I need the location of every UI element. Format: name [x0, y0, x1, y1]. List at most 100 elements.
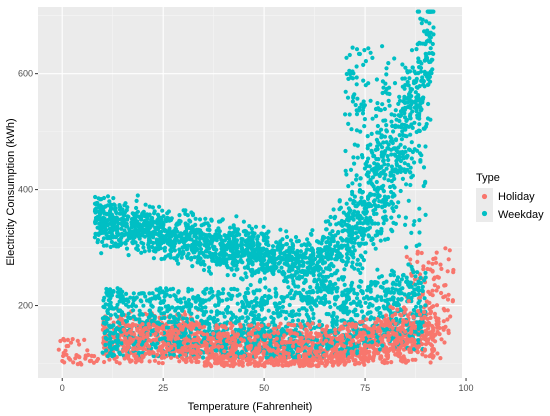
weekday-point — [265, 265, 270, 270]
weekday-point — [421, 82, 426, 87]
weekday-point — [94, 201, 99, 206]
weekday-point — [410, 65, 415, 70]
weekday-point — [402, 292, 407, 297]
weekday-point — [213, 251, 218, 256]
weekday-point — [376, 157, 381, 162]
weekday-point — [356, 267, 361, 272]
weekday-point — [221, 287, 226, 292]
weekday-point — [107, 332, 112, 337]
weekday-point — [296, 238, 301, 244]
weekday-point — [266, 308, 271, 313]
weekday-point — [382, 176, 387, 181]
weekday-point — [123, 302, 129, 307]
weekday-point — [350, 260, 355, 265]
weekday-point — [198, 247, 204, 252]
weekday-point — [124, 297, 130, 302]
weekday-point — [102, 330, 107, 336]
weekday-point — [172, 319, 177, 324]
weekday-point — [126, 315, 131, 320]
weekday-point — [419, 325, 424, 330]
weekday-point — [246, 290, 251, 296]
weekday-point — [375, 140, 380, 145]
weekday-point — [139, 299, 144, 304]
weekday-point — [415, 103, 420, 108]
weekday-point — [395, 275, 401, 280]
holiday-point — [68, 340, 74, 345]
weekday-point — [306, 269, 311, 274]
weekday-point — [426, 38, 431, 43]
weekday-point — [108, 300, 113, 305]
weekday-point — [244, 238, 249, 243]
weekday-point — [278, 227, 283, 232]
holiday-point — [192, 332, 197, 337]
weekday-point — [107, 230, 112, 235]
weekday-point — [401, 99, 406, 104]
weekday-point — [123, 241, 128, 246]
weekday-point — [266, 329, 271, 334]
weekday-point — [168, 287, 173, 292]
weekday-point — [383, 293, 388, 298]
holiday-point — [446, 330, 451, 336]
weekday-point — [108, 336, 113, 341]
weekday-point — [166, 319, 171, 325]
weekday-point — [198, 261, 203, 266]
weekday-point — [198, 233, 203, 238]
weekday-point — [220, 248, 226, 253]
weekday-point — [253, 331, 258, 336]
holiday-point — [401, 354, 406, 359]
weekday-point — [180, 252, 185, 257]
weekday-point — [147, 248, 152, 253]
weekday-point — [314, 239, 320, 244]
weekday-point — [422, 58, 427, 63]
weekday-point — [360, 266, 365, 271]
weekday-point — [408, 132, 413, 137]
weekday-point — [169, 233, 174, 238]
weekday-point — [134, 295, 139, 300]
weekday-point — [402, 133, 407, 138]
weekday-point — [355, 257, 360, 262]
weekday-point — [417, 122, 422, 127]
weekday-point — [402, 145, 407, 150]
weekday-point — [287, 245, 292, 250]
weekday-point — [299, 243, 304, 248]
weekday-point — [141, 227, 146, 232]
weekday-point — [399, 308, 404, 313]
weekday-point — [334, 315, 340, 320]
weekday-point — [213, 348, 218, 353]
weekday-point — [333, 244, 338, 249]
weekday-point — [332, 216, 337, 221]
weekday-point — [142, 249, 147, 254]
weekday-point — [281, 309, 286, 314]
weekday-point — [116, 244, 121, 249]
weekday-point — [189, 317, 194, 322]
weekday-point — [157, 296, 162, 301]
weekday-point — [97, 221, 102, 226]
weekday-point — [398, 142, 403, 147]
holiday-point — [415, 259, 420, 264]
weekday-point — [187, 218, 192, 223]
weekday-point — [135, 193, 140, 198]
weekday-point — [399, 137, 404, 142]
weekday-point — [104, 348, 109, 353]
weekday-point — [351, 287, 356, 292]
holiday-point — [79, 362, 84, 367]
weekday-point — [186, 289, 191, 294]
weekday-point — [115, 343, 120, 349]
weekday-point — [190, 213, 196, 218]
weekday-point — [405, 79, 410, 85]
weekday-point — [323, 245, 328, 250]
weekday-point — [410, 267, 415, 272]
weekday-point — [100, 239, 105, 244]
holiday-point — [240, 360, 245, 365]
weekday-point — [300, 298, 305, 303]
weekday-point — [101, 222, 106, 227]
weekday-point — [334, 222, 339, 227]
weekday-point — [245, 264, 250, 269]
weekday-point — [242, 326, 247, 331]
holiday-point — [152, 358, 158, 363]
weekday-point — [225, 233, 230, 239]
weekday-point — [406, 292, 412, 297]
weekday-point — [413, 329, 418, 334]
weekday-point — [397, 94, 402, 99]
holiday-point — [252, 359, 257, 364]
